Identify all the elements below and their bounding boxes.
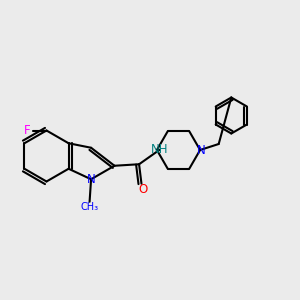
Text: CH₃: CH₃: [80, 202, 99, 212]
Text: N: N: [87, 173, 95, 186]
Text: O: O: [138, 183, 147, 196]
Text: NH: NH: [151, 143, 168, 156]
Text: N: N: [196, 143, 206, 157]
Text: F: F: [24, 124, 31, 137]
